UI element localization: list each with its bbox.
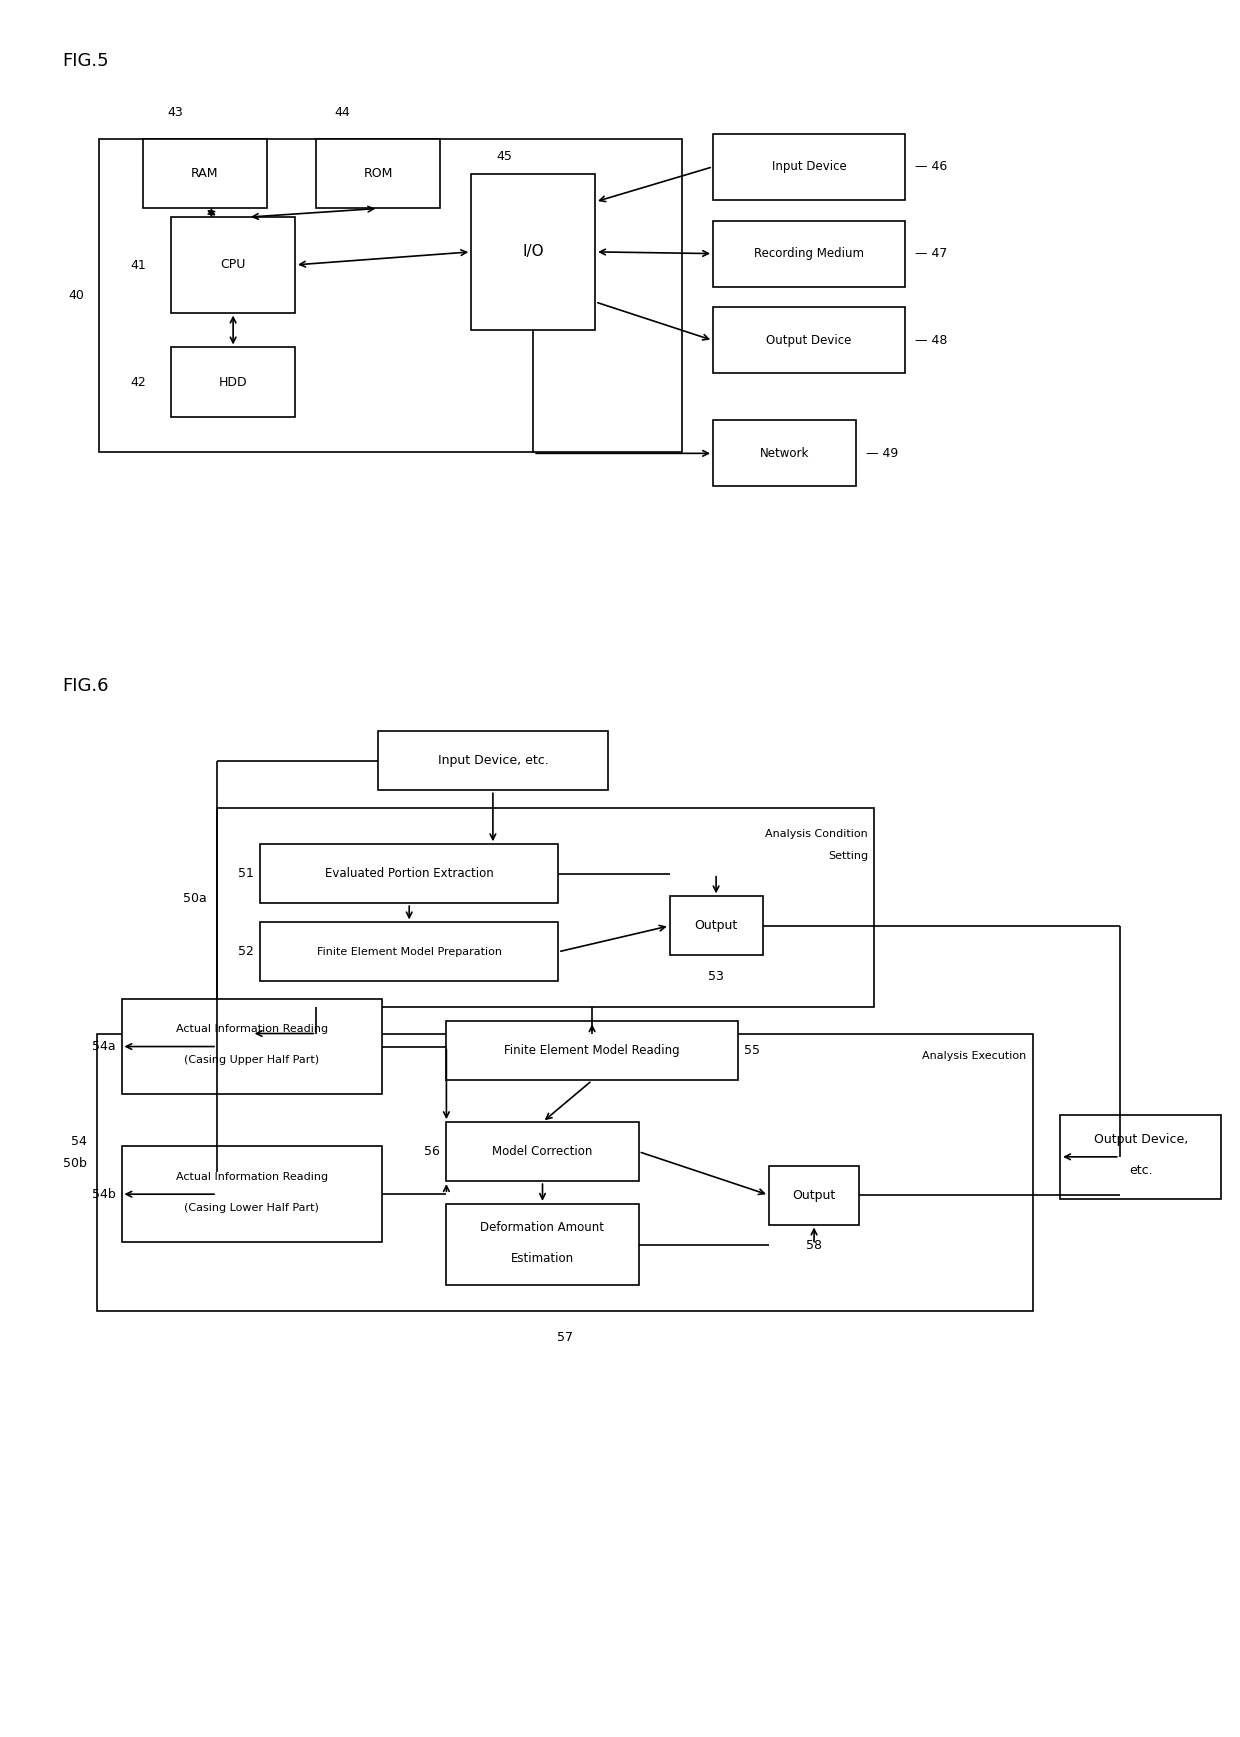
Bar: [316, 139, 440, 208]
Text: 51: 51: [238, 867, 254, 881]
Text: Analysis Condition: Analysis Condition: [765, 829, 868, 839]
Bar: [713, 420, 856, 486]
Text: Actual Information Reading: Actual Information Reading: [176, 1025, 327, 1034]
Bar: [171, 347, 295, 417]
Bar: [670, 896, 763, 955]
Text: Input Device, etc.: Input Device, etc.: [438, 754, 548, 768]
Text: 55: 55: [744, 1044, 760, 1058]
Text: Deformation Amount: Deformation Amount: [481, 1221, 605, 1233]
Text: (Casing Lower Half Part): (Casing Lower Half Part): [185, 1204, 319, 1212]
Text: (Casing Upper Half Part): (Casing Upper Half Part): [185, 1056, 319, 1065]
Text: 54a: 54a: [92, 1040, 115, 1053]
Text: FIG.6: FIG.6: [62, 677, 109, 695]
Text: Input Device: Input Device: [771, 160, 847, 174]
Bar: [446, 1122, 639, 1181]
Text: ROM: ROM: [363, 167, 393, 181]
Text: — 47: — 47: [915, 247, 947, 261]
Bar: [260, 922, 558, 981]
Text: 45: 45: [496, 149, 512, 163]
Text: Analysis Execution: Analysis Execution: [923, 1051, 1027, 1061]
Bar: [143, 139, 267, 208]
Bar: [1060, 1115, 1221, 1199]
Bar: [217, 808, 874, 1007]
Text: Finite Element Model Reading: Finite Element Model Reading: [505, 1044, 680, 1058]
Bar: [122, 999, 382, 1094]
Text: 41: 41: [130, 259, 146, 273]
Text: — 48: — 48: [915, 334, 947, 347]
Text: 40: 40: [68, 288, 84, 302]
Bar: [471, 174, 595, 330]
Text: 50a: 50a: [184, 893, 207, 905]
Text: 57: 57: [557, 1331, 573, 1344]
Text: RAM: RAM: [191, 167, 218, 181]
Bar: [446, 1204, 639, 1285]
Text: 43: 43: [167, 106, 184, 120]
Bar: [769, 1166, 859, 1225]
Text: Setting: Setting: [828, 851, 868, 862]
Bar: [171, 217, 295, 313]
Text: 56: 56: [424, 1145, 440, 1159]
Text: 52: 52: [238, 945, 254, 959]
Text: Output Device: Output Device: [766, 334, 852, 347]
Text: Model Correction: Model Correction: [492, 1145, 593, 1159]
Text: 44: 44: [335, 106, 351, 120]
Bar: [713, 307, 905, 373]
Bar: [378, 731, 608, 790]
Text: FIG.5: FIG.5: [62, 52, 109, 69]
Text: Network: Network: [760, 446, 808, 460]
Text: Recording Medium: Recording Medium: [754, 247, 864, 261]
Text: 54b: 54b: [92, 1188, 115, 1200]
Text: — 46: — 46: [915, 160, 947, 174]
Text: Output: Output: [694, 919, 738, 933]
Bar: [446, 1021, 738, 1080]
Text: Output Device,: Output Device,: [1094, 1133, 1188, 1146]
Text: 54: 54: [71, 1134, 87, 1148]
Bar: [260, 844, 558, 903]
Bar: [122, 1146, 382, 1242]
Text: — 49: — 49: [866, 446, 898, 460]
Text: Actual Information Reading: Actual Information Reading: [176, 1172, 327, 1181]
Text: Evaluated Portion Extraction: Evaluated Portion Extraction: [325, 867, 494, 881]
Text: CPU: CPU: [221, 259, 246, 271]
Text: Estimation: Estimation: [511, 1252, 574, 1265]
Text: Finite Element Model Preparation: Finite Element Model Preparation: [316, 947, 502, 957]
Text: 58: 58: [806, 1238, 822, 1252]
Bar: [713, 221, 905, 287]
Bar: [97, 1034, 1033, 1311]
Text: 42: 42: [130, 375, 146, 389]
Bar: [713, 134, 905, 200]
Bar: [99, 139, 682, 452]
Text: Output: Output: [792, 1188, 836, 1202]
Text: HDD: HDD: [218, 375, 248, 389]
Text: 50b: 50b: [63, 1157, 87, 1171]
Text: etc.: etc.: [1128, 1164, 1153, 1178]
Text: I/O: I/O: [522, 245, 544, 259]
Text: 53: 53: [708, 969, 724, 983]
